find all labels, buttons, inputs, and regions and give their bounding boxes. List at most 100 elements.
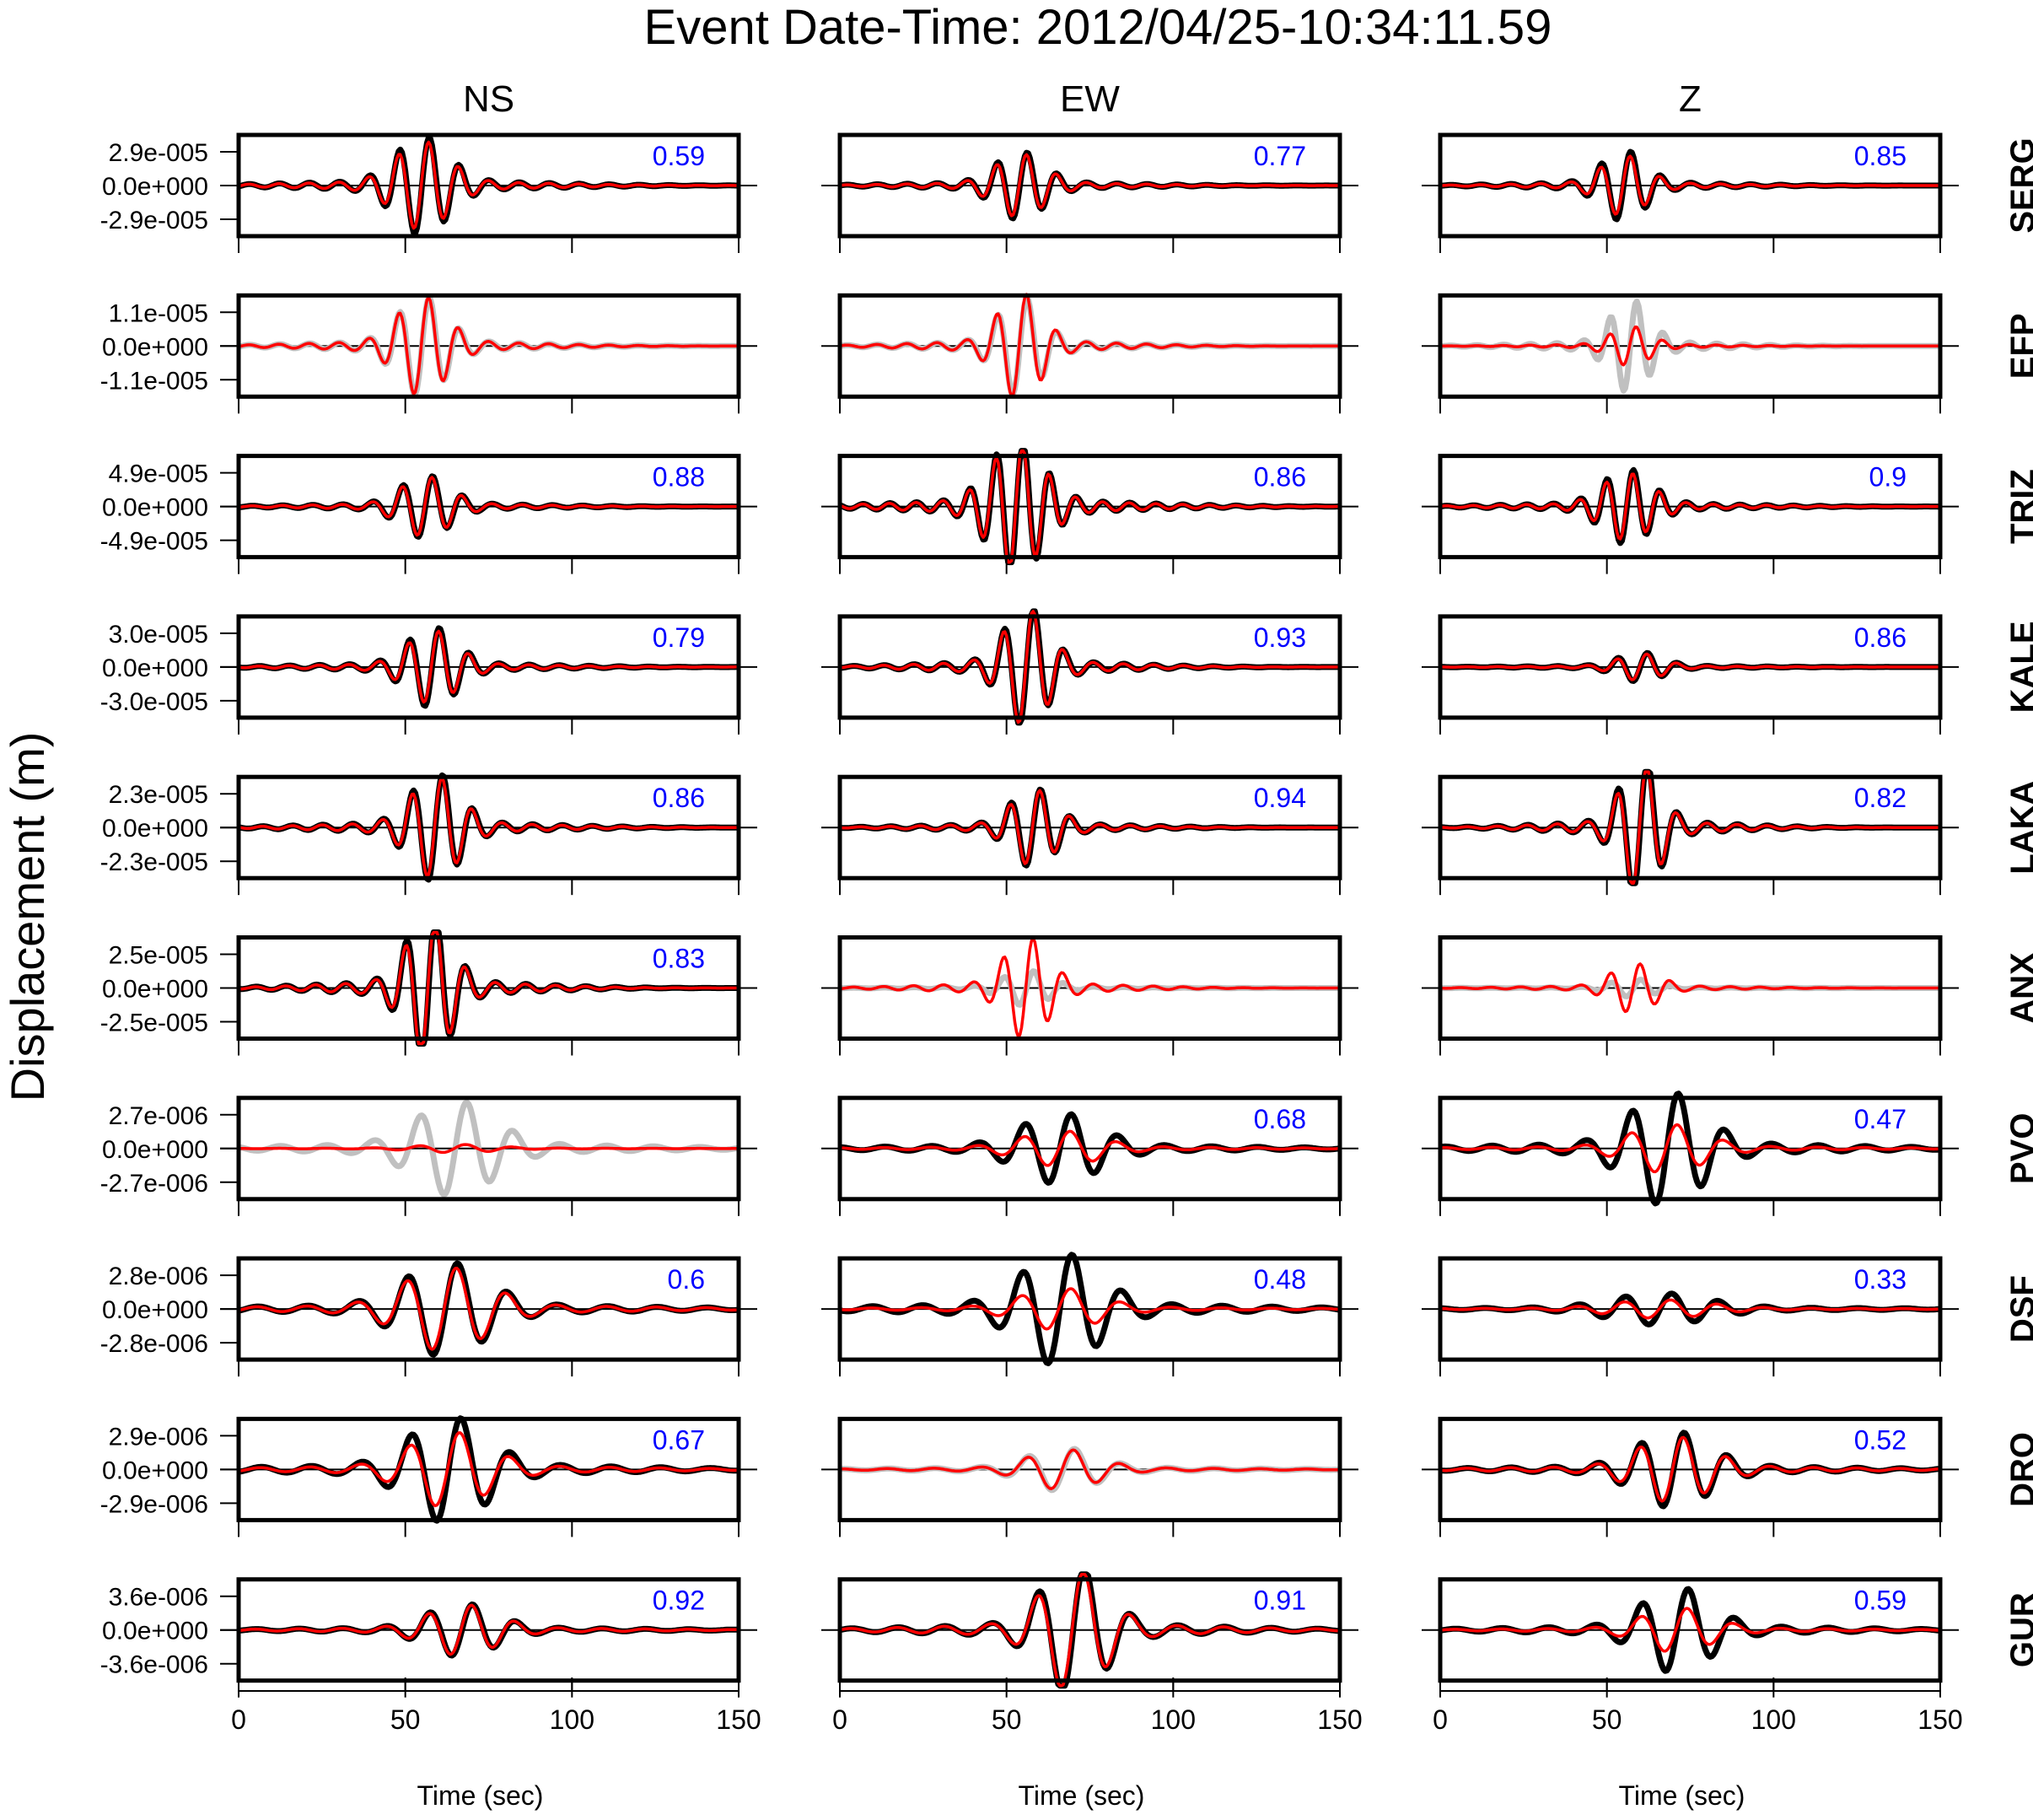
synthetic-trace [839, 610, 1340, 724]
panel-frame [837, 614, 1342, 720]
panel-laka-z: 0.82 [1422, 768, 1959, 896]
y-tick-label: -3.0e-005 [100, 688, 208, 716]
panel-dsf-z: 0.33 [1422, 1256, 1959, 1377]
fit-score: 0.9 [1869, 462, 1907, 493]
synthetic-trace [238, 1431, 739, 1508]
panel-frame [1438, 454, 1943, 560]
y-tick-label: 0.0e+000 [102, 1457, 208, 1484]
station-label: PVO [2004, 1113, 2033, 1184]
synthetic-trace [238, 629, 739, 704]
panel-frame [837, 1416, 1342, 1522]
panel-frame [236, 1416, 741, 1522]
y-tick-label: 0.0e+000 [102, 1296, 208, 1324]
y-tick-label: -3.6e-006 [100, 1651, 208, 1679]
x-axis-title: Time (sec) [1619, 1780, 1745, 1811]
panel-frame [236, 454, 741, 560]
y-tick-label: 0.0e+000 [102, 976, 208, 1004]
panel-anx-z [1422, 935, 1959, 1056]
panel-kale-ns: 0.79 [220, 614, 757, 735]
fit-score: 0.82 [1854, 783, 1907, 813]
synthetic-trace [1439, 472, 1940, 541]
x-axis-title: Time (sec) [1019, 1780, 1145, 1811]
panel-frame [236, 1096, 741, 1202]
station-label: LAKA [2004, 781, 2033, 875]
synthetic-trace [238, 1267, 740, 1351]
fit-score: 0.85 [1854, 141, 1907, 171]
y-tick-label: 2.5e-005 [109, 942, 208, 970]
y-tick-label: 0.0e+000 [102, 1618, 208, 1645]
y-axis-label: Displacement (m) [1, 732, 54, 1102]
component-header-ew: EW [1060, 78, 1120, 120]
synthetic-trace [239, 1143, 740, 1155]
panel-dro-ns: 0.67 [220, 1415, 757, 1537]
synthetic-trace [1439, 1607, 1940, 1653]
x-axis-z: 0 50 100 150 Time (sec) [1433, 1677, 1963, 1811]
fit-score: 0.86 [653, 783, 705, 813]
panel-frame [236, 1256, 741, 1362]
panel-frame [236, 132, 741, 239]
y-tick-label: 3.0e-005 [109, 621, 208, 649]
y-tick-label: 2.8e-006 [109, 1263, 208, 1290]
panel-dro-z: 0.52 [1422, 1416, 1959, 1537]
panel-frame [236, 1577, 741, 1683]
x-axis-ns: 0 50 100 150 Time (sec) [231, 1677, 761, 1811]
y-tick-label: 2.9e-006 [109, 1423, 208, 1451]
synthetic-trace [238, 295, 739, 396]
station-label: EFP [2004, 313, 2033, 379]
panel-gur-ew: 0.91 [821, 1571, 1358, 1698]
panel-frame [1438, 614, 1943, 720]
fit-score: 0.67 [653, 1424, 705, 1455]
y-tick-label: 1.1e-005 [109, 299, 208, 327]
fit-score: 0.68 [1254, 1104, 1306, 1134]
y-tick-label: 2.9e-005 [109, 139, 208, 167]
panel-kale-z: 0.86 [1422, 614, 1959, 735]
fit-score: 0.91 [1254, 1586, 1306, 1616]
station-row-laka: LAKA 2.3e-005 0.0e+000 -2.3e-005 0.86 0.94 0.8… [100, 768, 2033, 896]
y-tick-label: -2.8e-006 [100, 1330, 208, 1358]
panel-anx-ns: 0.83 [220, 929, 757, 1056]
fit-score: 0.52 [1854, 1424, 1907, 1455]
panel-pvo-ns [220, 1096, 757, 1216]
panel-serg-ns: 0.59 [220, 132, 757, 253]
fit-score: 0.59 [653, 141, 705, 171]
panel-gur-z: 0.59 [1422, 1577, 1959, 1698]
component-headers: NS EW Z [463, 78, 1702, 120]
x-tick-label: 150 [1317, 1704, 1362, 1735]
panel-efp-ew [821, 293, 1358, 414]
synthetic-trace [839, 789, 1340, 865]
fit-score: 0.88 [653, 462, 705, 493]
y-tick-label: 0.0e+000 [102, 1136, 208, 1164]
station-row-triz: TRIZ 4.9e-005 0.0e+000 -4.9e-005 0.88 0.86 0.9 [100, 448, 2033, 574]
panel-pvo-ew: 0.68 [821, 1096, 1358, 1216]
x-tick-label: 50 [390, 1704, 421, 1735]
panel-frame [1438, 1096, 1943, 1202]
station-row-dro: DRO 2.9e-006 0.0e+000 -2.9e-006 0.67 0.52 [100, 1415, 2033, 1537]
x-tick-label: 50 [992, 1704, 1022, 1735]
station-row-serg: SERG 2.9e-005 0.0e+000 -2.9e-005 0.59 0.77 0.8… [100, 132, 2033, 253]
panel-frame [837, 132, 1342, 239]
panel-frame [1438, 935, 1943, 1041]
panel-frame [1438, 1577, 1943, 1683]
panel-frame [236, 774, 741, 880]
station-row-pvo: PVO 2.7e-006 0.0e+000 -2.7e-006 0.68 0.47 [100, 1090, 2033, 1216]
panel-grid: SERG 2.9e-005 0.0e+000 -2.9e-005 0.59 0.77 0.8… [100, 132, 2033, 1698]
panel-frame [1438, 293, 1943, 399]
panel-efp-z [1422, 293, 1959, 414]
station-label: GUR [2004, 1592, 2033, 1667]
y-tick-label: -2.3e-005 [100, 848, 208, 876]
observed-trace [237, 1099, 740, 1198]
synthetic-trace [1439, 962, 1940, 1014]
synthetic-trace [1439, 1123, 1941, 1174]
station-row-gur: GUR 3.6e-006 0.0e+000 -3.6e-006 0.92 0.91 0.59 [100, 1571, 2033, 1698]
x-tick-label: 100 [1751, 1704, 1796, 1735]
synthetic-trace [1440, 652, 1940, 681]
y-tick-label: 0.0e+000 [102, 333, 208, 361]
station-row-anx: ANX 2.5e-005 0.0e+000 -2.5e-005 0.83 [100, 929, 2033, 1056]
station-label: DSF [2004, 1275, 2033, 1343]
station-label: DRO [2004, 1432, 2033, 1507]
station-label: TRIZ [2004, 469, 2033, 544]
panel-frame [837, 1577, 1342, 1683]
x-tick-label: 0 [231, 1704, 246, 1735]
panel-serg-ew: 0.77 [821, 132, 1358, 253]
